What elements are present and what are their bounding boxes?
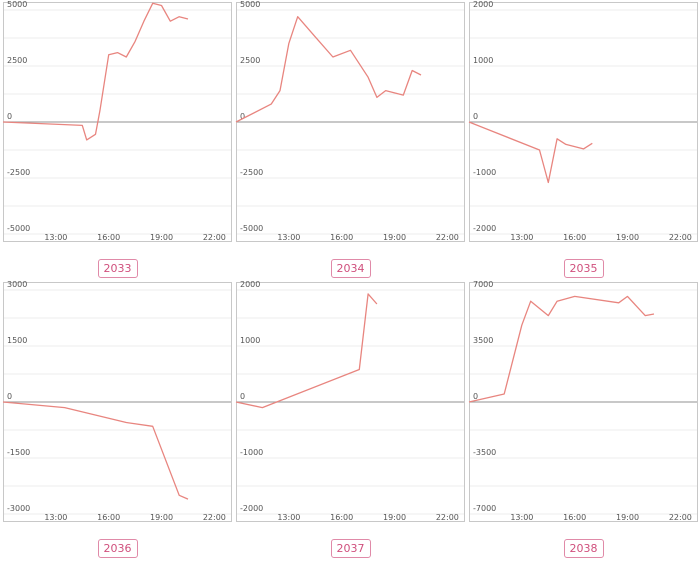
year-badge[interactable]: 2036 bbox=[97, 539, 138, 558]
line-chart: -7000 -3500 0 3500 7000 13:00 16:00 19:00 22:00 bbox=[468, 280, 698, 522]
chart-panel: -3000 -1500 0 1500 3000 13:00 16:00 19:00 22:00 … bbox=[2, 280, 232, 563]
y-tick-label: -1000 bbox=[240, 448, 263, 457]
line-chart: -3000 -1500 0 1500 3000 13:00 16:00 19:00 22:00 bbox=[2, 280, 232, 522]
x-tick-label: 22:00 bbox=[436, 513, 459, 522]
line-chart: -5000 -2500 0 2500 5000 13:00 16:00 19:00 22:00 bbox=[2, 0, 232, 242]
x-tick-label: 13:00 bbox=[44, 513, 67, 522]
y-tick-label: 3000 bbox=[7, 280, 27, 289]
y-tick-label: -5000 bbox=[240, 224, 263, 233]
x-tick-label: 13:00 bbox=[510, 513, 533, 522]
year-badge[interactable]: 2035 bbox=[563, 259, 604, 278]
y-tick-label: -3500 bbox=[473, 448, 496, 457]
x-tick-label: 16:00 bbox=[97, 513, 120, 522]
y-tick-label: 2000 bbox=[473, 0, 493, 9]
series-line bbox=[235, 293, 378, 409]
x-tick-label: 19:00 bbox=[616, 513, 639, 522]
series-line bbox=[468, 295, 655, 403]
y-tick-label: 7000 bbox=[473, 280, 493, 289]
chart-panel: -2000 -1000 0 1000 2000 13:00 16:00 19:00 22:00 … bbox=[468, 0, 698, 283]
x-tick-label: 19:00 bbox=[383, 233, 406, 242]
x-tick-label: 16:00 bbox=[330, 233, 353, 242]
x-tick-label: 22:00 bbox=[669, 513, 692, 522]
line-chart: -2000 -1000 0 1000 2000 13:00 16:00 19:00 22:00 bbox=[468, 0, 698, 242]
x-tick-label: 13:00 bbox=[510, 233, 533, 242]
y-tick-label: 0 bbox=[7, 392, 12, 401]
y-tick-label: -1500 bbox=[7, 448, 30, 457]
y-tick-label: 0 bbox=[240, 392, 245, 401]
x-tick-label: 22:00 bbox=[203, 513, 226, 522]
y-tick-label: 1000 bbox=[473, 56, 493, 65]
series-line bbox=[468, 121, 593, 184]
y-tick-label: 0 bbox=[240, 112, 245, 121]
y-tick-label: -3000 bbox=[7, 504, 30, 513]
y-tick-label: 1000 bbox=[240, 336, 260, 345]
x-tick-label: 13:00 bbox=[277, 233, 300, 242]
y-tick-label: -5000 bbox=[7, 224, 30, 233]
y-tick-label: -7000 bbox=[473, 504, 496, 513]
y-tick-label: 0 bbox=[473, 112, 478, 121]
chart-panel: -5000 -2500 0 2500 5000 13:00 16:00 19:00 22:00 … bbox=[235, 0, 465, 283]
x-tick-label: 16:00 bbox=[563, 513, 586, 522]
year-badge[interactable]: 2038 bbox=[563, 539, 604, 558]
chart-panel: -2000 -1000 0 1000 2000 13:00 16:00 19:00 22:00 … bbox=[235, 280, 465, 563]
y-tick-label: 5000 bbox=[7, 0, 27, 9]
y-tick-label: 2500 bbox=[240, 56, 260, 65]
year-badge[interactable]: 2034 bbox=[330, 259, 371, 278]
line-chart: -5000 -2500 0 2500 5000 13:00 16:00 19:00 22:00 bbox=[235, 0, 465, 242]
x-tick-label: 16:00 bbox=[97, 233, 120, 242]
line-chart: -2000 -1000 0 1000 2000 13:00 16:00 19:00 22:00 bbox=[235, 280, 465, 522]
y-tick-label: 0 bbox=[7, 112, 12, 121]
y-tick-label: 5000 bbox=[240, 0, 260, 9]
x-tick-label: 13:00 bbox=[44, 233, 67, 242]
series-line bbox=[235, 16, 422, 123]
x-tick-label: 19:00 bbox=[616, 233, 639, 242]
chart-panel: -5000 -2500 0 2500 5000 13:00 16:00 19:00 22:00 … bbox=[2, 0, 232, 283]
year-badge[interactable]: 2037 bbox=[330, 539, 371, 558]
y-tick-label: -2000 bbox=[240, 504, 263, 513]
series-line bbox=[2, 401, 189, 500]
x-tick-label: 16:00 bbox=[563, 233, 586, 242]
y-tick-label: -2000 bbox=[473, 224, 496, 233]
y-tick-label: 1500 bbox=[7, 336, 27, 345]
y-tick-label: 3500 bbox=[473, 336, 493, 345]
series-line bbox=[2, 2, 189, 141]
year-badge[interactable]: 2033 bbox=[97, 259, 138, 278]
y-tick-label: -1000 bbox=[473, 168, 496, 177]
y-tick-label: -2500 bbox=[240, 168, 263, 177]
chart-panel: -7000 -3500 0 3500 7000 13:00 16:00 19:00 22:00 … bbox=[468, 280, 698, 563]
x-tick-label: 22:00 bbox=[436, 233, 459, 242]
x-tick-label: 22:00 bbox=[669, 233, 692, 242]
y-tick-label: 2500 bbox=[7, 56, 27, 65]
y-tick-label: 0 bbox=[473, 392, 478, 401]
x-tick-label: 22:00 bbox=[203, 233, 226, 242]
y-tick-label: -2500 bbox=[7, 168, 30, 177]
x-tick-label: 19:00 bbox=[150, 233, 173, 242]
y-tick-label: 2000 bbox=[240, 280, 260, 289]
x-tick-label: 13:00 bbox=[277, 513, 300, 522]
x-tick-label: 16:00 bbox=[330, 513, 353, 522]
x-tick-label: 19:00 bbox=[383, 513, 406, 522]
x-tick-label: 19:00 bbox=[150, 513, 173, 522]
